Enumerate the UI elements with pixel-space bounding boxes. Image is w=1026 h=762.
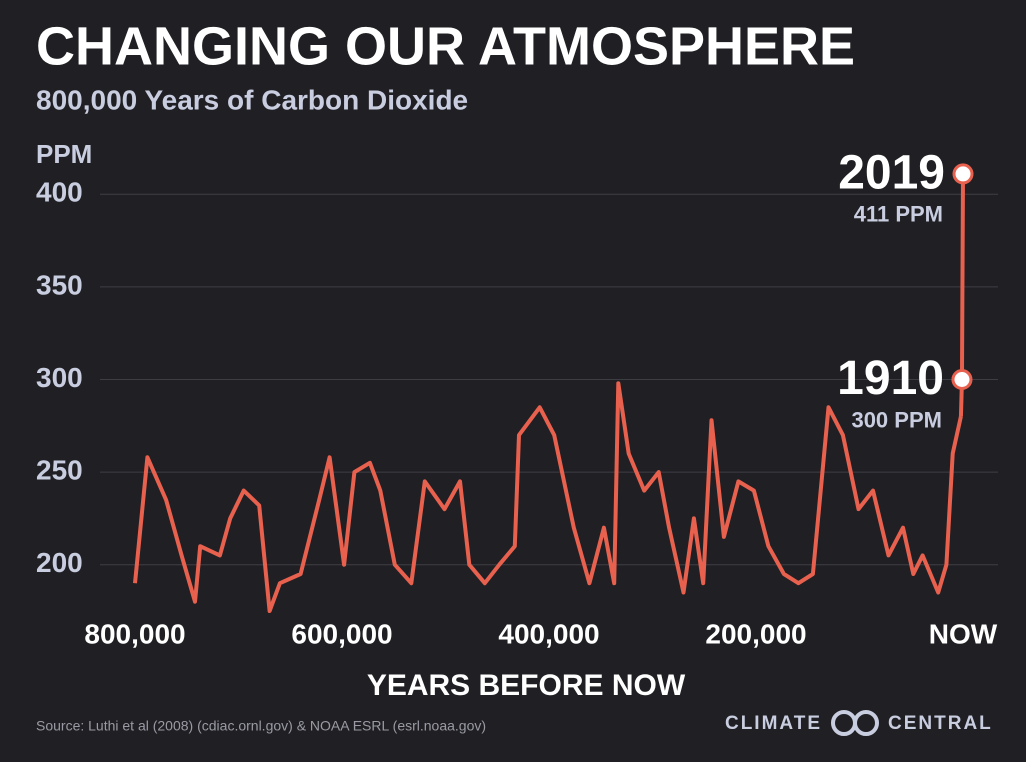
data-line [133, 381, 963, 613]
y-tick-label: 300 [36, 362, 83, 393]
logo-text: CLIMATE [725, 713, 822, 734]
y-tick-label: 200 [36, 547, 83, 578]
logo-text: CENTRAL [888, 713, 993, 734]
source: Source: Luthi et al (2008) (cdiac.ornl.g… [36, 718, 486, 734]
highlight-year: 1910 [837, 352, 944, 405]
highlight-year: 2019 [838, 147, 945, 200]
y-tick-label: 400 [36, 177, 83, 208]
highlight-point [951, 369, 973, 390]
y-axis-label: PPM [36, 139, 92, 169]
x-tick-label: NOW [929, 618, 998, 649]
highlight-point [952, 163, 974, 185]
chart-subtitle: 800,000 Years of Carbon Dioxide [36, 84, 468, 115]
x-tick-label: 600,000 [291, 618, 392, 649]
x-axis-label: YEARS BEFORE NOW [367, 669, 686, 702]
logo-mark [853, 710, 879, 736]
x-tick-label: 800,000 [84, 618, 185, 649]
highlight-label: 411 PPM [854, 202, 943, 227]
chart-title: CHANGING OUR ATMOSPHERE [36, 16, 855, 76]
x-tick-label: 200,000 [705, 618, 806, 649]
y-tick-label: 250 [36, 454, 83, 485]
x-tick-label: 400,000 [498, 618, 599, 649]
y-tick-label: 350 [36, 269, 83, 300]
highlight-label: 300 PPM [851, 407, 942, 432]
